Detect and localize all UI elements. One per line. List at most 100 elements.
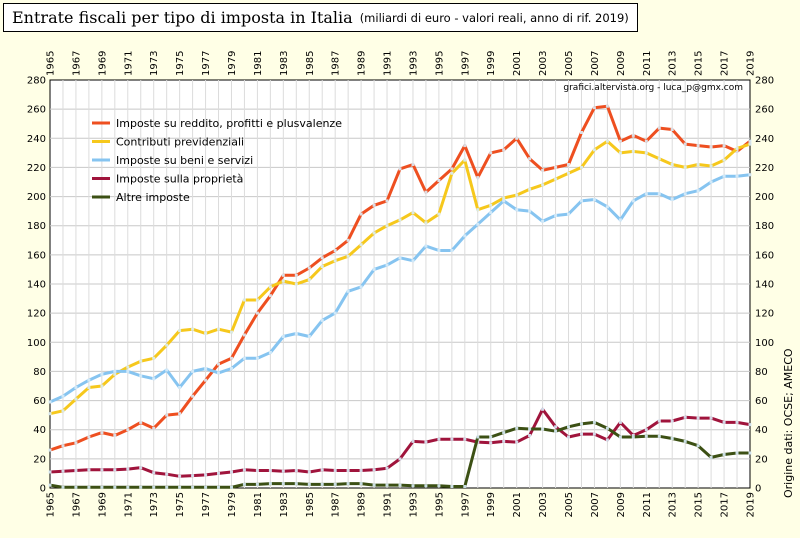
data-point [359,243,363,247]
data-point [165,485,169,489]
y-tick-label-right: 100 [755,338,774,349]
data-point [722,158,726,162]
data-point [307,482,311,486]
data-point [502,199,506,203]
source-text: Origine dati: OCSE; AMECO [782,348,795,498]
data-point [670,198,674,201]
y-tick-label-left: 280 [27,76,46,87]
x-tick-label-bottom: 1987 [331,492,342,517]
data-point [152,377,156,381]
x-tick-label-top: 1993 [408,51,419,76]
data-point [294,332,298,335]
x-tick-label-top: 2013 [668,51,679,76]
data-point [696,144,700,148]
data-point [268,351,272,354]
data-point [178,329,182,333]
data-point [268,482,272,486]
data-point [87,435,91,439]
data-point [515,440,519,444]
data-point [320,256,324,260]
data-point [489,151,493,155]
data-point [385,263,389,267]
data-point [281,482,285,486]
data-point [372,483,376,487]
data-point [87,378,91,382]
data-point [618,151,622,155]
data-point [592,198,596,201]
data-point [722,144,726,148]
data-point [139,466,143,470]
data-point [100,384,104,388]
data-point [126,485,130,489]
data-point [657,419,661,423]
data-point [644,434,648,438]
data-point [709,180,713,184]
y-tick-label-left: 200 [27,192,46,203]
title-box: Entrate fiscali per tipo di imposta in I… [3,3,638,32]
data-point [463,437,467,441]
data-point [346,482,350,486]
y-tick-label-right: 240 [755,134,774,145]
data-point [502,439,506,443]
y-tick-label-left: 60 [33,396,46,407]
data-point [139,420,143,424]
data-point [722,174,726,178]
data-point [554,177,558,181]
data-point [230,330,233,334]
x-tick-label-top: 1965 [46,51,57,76]
x-tick-label-bottom: 2011 [642,492,653,517]
x-tick-label-bottom: 2013 [668,492,679,517]
data-point [618,218,622,222]
data-point [61,485,65,489]
data-point [191,327,195,331]
data-point [670,163,674,166]
data-point [541,183,545,187]
data-point [644,428,648,432]
y-tick-label-left: 260 [27,105,46,116]
x-tick-label-top: 2009 [616,51,627,76]
x-tick-label-top: 1983 [279,51,290,76]
x-tick-label-top: 1967 [71,51,82,76]
data-point [242,333,246,337]
data-point [255,356,259,360]
data-point [580,131,583,134]
data-point [541,407,545,411]
y-tick-label-right: 20 [755,454,768,465]
data-point [61,469,65,473]
data-point [554,214,558,217]
y-tick-label-left: 0 [40,484,46,495]
data-point [191,485,195,489]
data-point [748,139,752,143]
data-point [191,474,195,478]
data-point [722,420,726,424]
series-lines [48,104,752,489]
data-point [515,208,519,212]
data-point [541,427,545,431]
data-point [346,254,350,258]
data-point [592,106,596,110]
data-point [463,144,467,148]
y-tick-label-left: 80 [33,367,46,378]
data-point [450,171,454,175]
data-point [333,259,337,263]
data-point [139,374,143,378]
data-point [683,415,687,419]
data-point [618,435,622,439]
x-tick-label-bottom: 1977 [201,492,212,517]
data-point [657,157,661,161]
x-tick-label-bottom: 1979 [227,492,238,517]
data-point [696,444,700,448]
data-point [230,470,233,474]
data-point [113,468,117,472]
data-point [631,133,635,137]
y-tick-label-right: 120 [755,309,774,320]
data-point [605,438,609,442]
x-tick-label-bottom: 2007 [590,492,601,517]
x-tick-label-bottom: 1999 [486,492,497,517]
x-tick-label-top: 2011 [642,51,653,76]
data-point [424,484,428,488]
x-tick-label-top: 2005 [564,51,575,76]
data-point [320,318,324,322]
data-point [748,173,752,177]
